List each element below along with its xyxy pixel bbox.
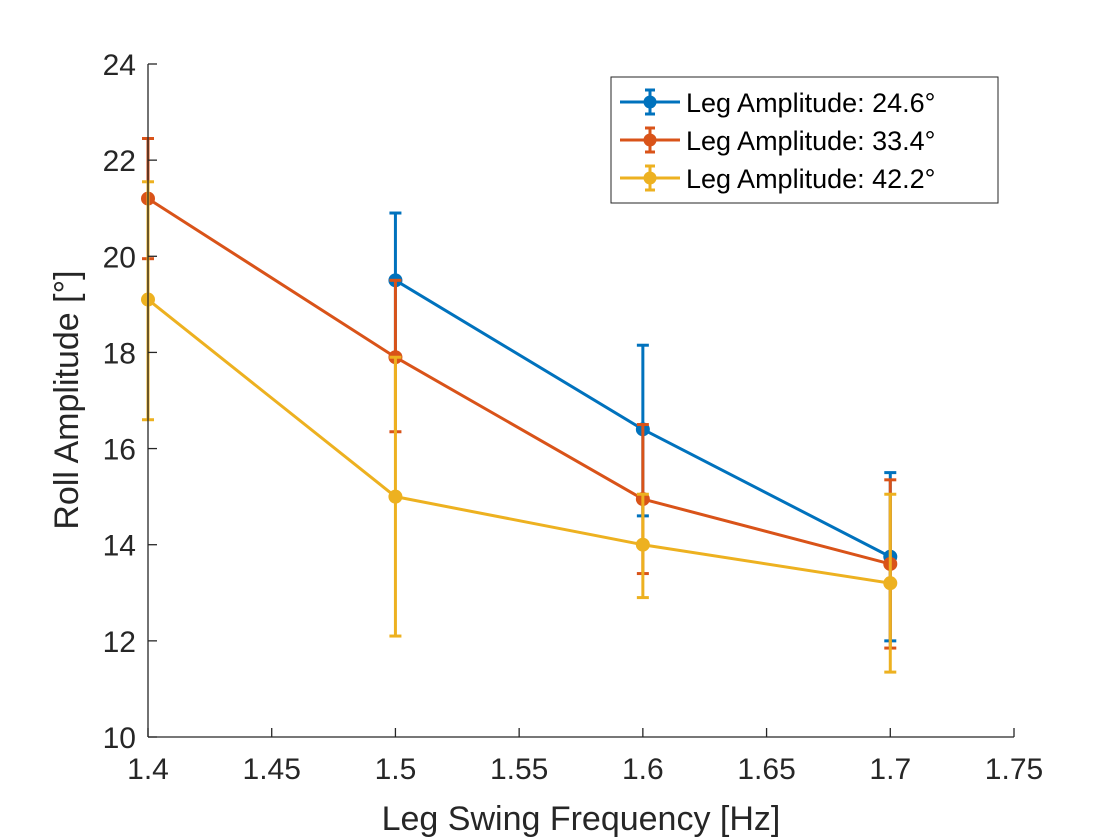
y-axis-label: Roll Amplitude [°] [48,270,86,529]
x-tick-label: 1.6 [622,753,664,786]
legend-label: Leg Amplitude: 33.4° [686,126,935,156]
legend-swatch-marker [643,95,657,109]
y-tick-label: 16 [103,434,136,467]
series-line [147,298,891,585]
x-tick-label: 1.5 [375,753,417,786]
data-point [388,489,403,504]
legend-item-1: Leg Amplitude: 24.6° [620,88,935,118]
x-tick-label: 1.4 [127,753,169,786]
data-point [635,537,650,552]
x-tick-label: 1.65 [737,753,795,786]
series-line [147,197,891,566]
y-tick-label: 24 [103,49,136,82]
x-tick-label: 1.45 [243,753,301,786]
x-tick-label: 1.7 [869,753,911,786]
y-tick-label: 14 [103,530,136,563]
axes [147,64,1014,738]
x-tick-label: 1.75 [985,753,1043,786]
legend: Leg Amplitude: 24.6° Leg Amplitude: 33.4°… [610,76,999,204]
y-tick-label: 20 [103,241,136,274]
ticks: 1.4 1.45 1.5 1.55 1.6 1.65 1.7 1.75 10 12 14 16 18 20… [103,49,1044,786]
legend-swatch-marker [643,171,657,185]
legend-label: Leg Amplitude: 24.6° [686,88,935,118]
y-tick-label: 12 [103,626,136,659]
legend-label: Leg Amplitude: 42.2° [686,164,935,194]
data-point [883,576,898,591]
legend-item-3: Leg Amplitude: 42.2° [620,164,935,194]
x-axis-label: Leg Swing Frequency [Hz] [382,800,781,838]
y-tick-label: 10 [103,722,136,755]
legend-items: Leg Amplitude: 24.6° Leg Amplitude: 33.4°… [620,88,935,194]
legend-item-2: Leg Amplitude: 33.4° [620,126,935,156]
x-tick-label: 1.55 [490,753,548,786]
legend-swatch-marker [643,133,657,147]
y-tick-label: 18 [103,337,136,370]
y-tick-label: 22 [103,145,136,178]
